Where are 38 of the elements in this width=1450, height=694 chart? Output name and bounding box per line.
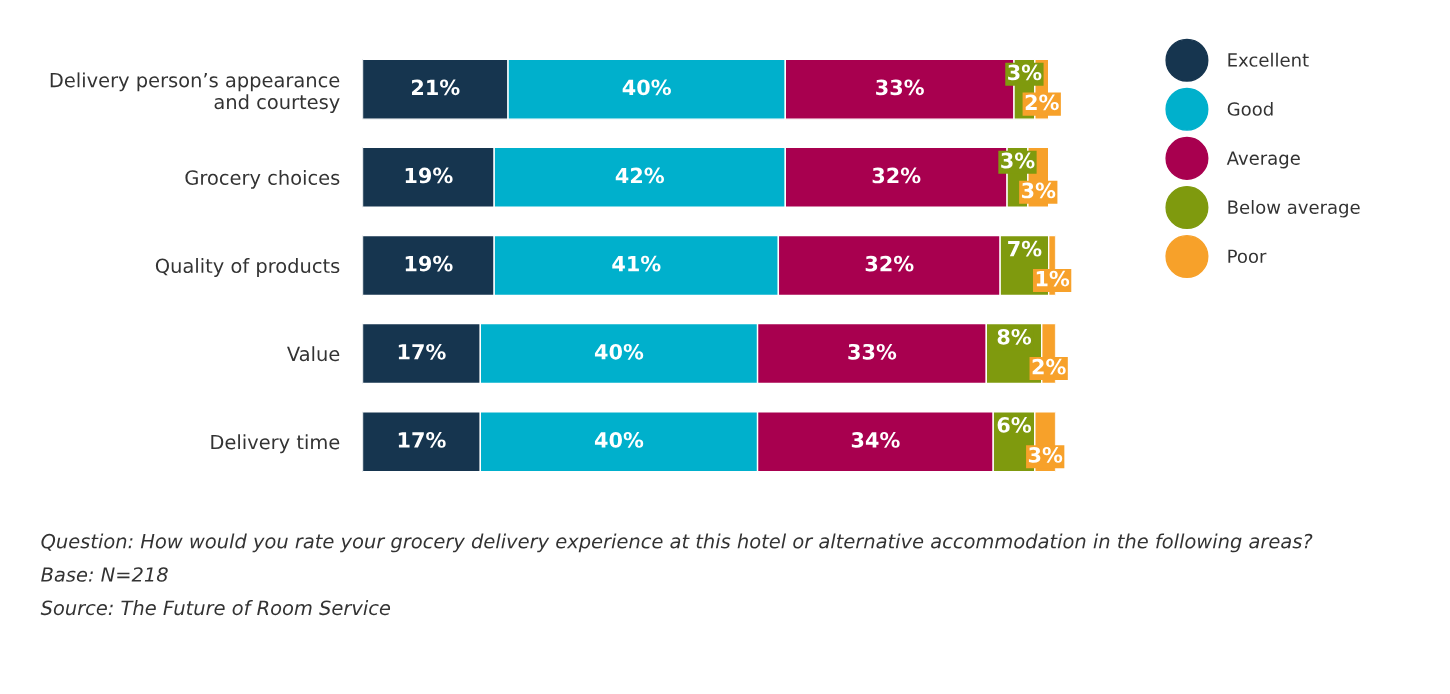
y-tick-label: Quality of products bbox=[155, 258, 340, 277]
data-label: 32% bbox=[872, 167, 921, 184]
legend-label: Good bbox=[1227, 101, 1273, 116]
data-label: 3% bbox=[1001, 152, 1035, 169]
data-label: 34% bbox=[851, 432, 900, 448]
data-label: 41% bbox=[612, 255, 661, 272]
legend-label: Excellent bbox=[1228, 52, 1309, 67]
text: Base: N=218 bbox=[41, 567, 168, 582]
y-tick-label: Delivery person’s appearance and courtesy bbox=[50, 72, 340, 113]
data-label: 3% bbox=[1028, 447, 1063, 463]
data-label: 6% bbox=[997, 417, 1032, 433]
data-label: 2% bbox=[1025, 94, 1059, 111]
data-label: 3% bbox=[1008, 64, 1042, 81]
data-label: 17% bbox=[398, 432, 446, 448]
data-label: 40% bbox=[594, 432, 644, 448]
data-label: 2% bbox=[1032, 358, 1066, 375]
data-label: 17% bbox=[398, 343, 446, 360]
text: Question: How would you rate your grocery delivery experience at this hotel or alternative accommodation in the following areas? bbox=[41, 533, 1313, 553]
data-label: 21% bbox=[411, 79, 460, 96]
legend-label: Below average bbox=[1228, 200, 1360, 218]
data-label: 7% bbox=[1008, 240, 1042, 257]
data-label: 1% bbox=[1036, 270, 1070, 287]
y-tick-label: Value bbox=[287, 346, 340, 362]
data-label: 33% bbox=[876, 79, 924, 96]
y-tick-label: Grocery choices bbox=[185, 169, 340, 189]
legend-label: Poor bbox=[1228, 249, 1267, 264]
data-label: 40% bbox=[622, 79, 671, 96]
data-label: 42% bbox=[615, 167, 665, 184]
data-label: 32% bbox=[865, 255, 914, 272]
data-label: 19% bbox=[405, 167, 453, 184]
legend-label: Average bbox=[1226, 151, 1300, 169]
data-label: 3% bbox=[1021, 182, 1056, 199]
source-note: Source: The Future of Room Service bbox=[40, 600, 391, 616]
y-tick-label: Delivery time bbox=[211, 434, 340, 454]
data-label: 33% bbox=[848, 343, 897, 360]
data-label: 19% bbox=[405, 255, 453, 272]
data-label: 8% bbox=[997, 328, 1032, 345]
data-label: 40% bbox=[594, 343, 644, 360]
